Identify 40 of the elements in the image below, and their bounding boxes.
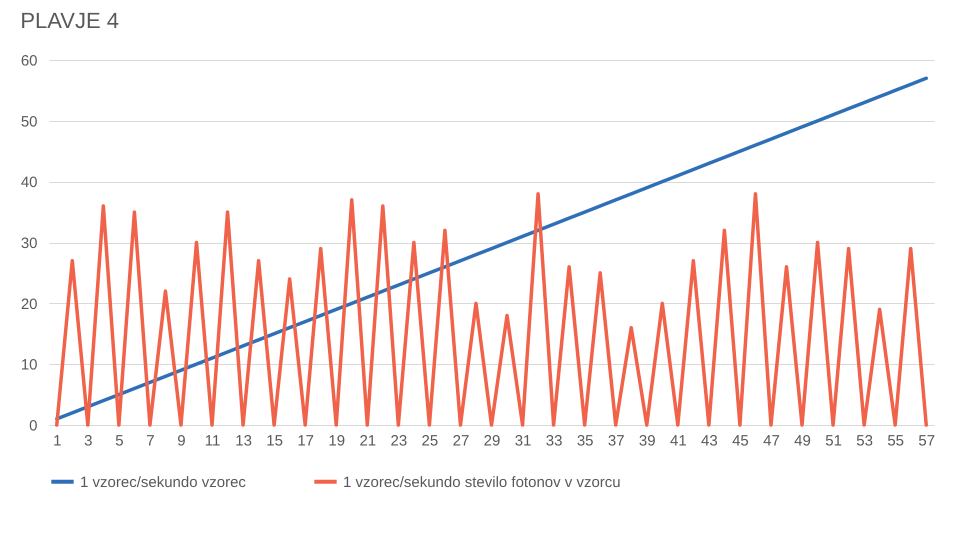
x-tick-label: 49 bbox=[794, 432, 811, 450]
x-tick-label: 39 bbox=[638, 432, 656, 450]
x-tick-label: 11 bbox=[204, 432, 220, 450]
x-tick-label: 45 bbox=[732, 432, 749, 450]
x-tick-label: 9 bbox=[177, 432, 186, 450]
x-tick-label: 7 bbox=[146, 432, 155, 450]
x-tick-label: 21 bbox=[359, 432, 376, 450]
x-tick-label: 29 bbox=[484, 432, 500, 450]
chart-title: PLAVJE 4 bbox=[20, 8, 119, 33]
x-tick-label: 3 bbox=[84, 432, 92, 450]
y-tick-label: 50 bbox=[20, 113, 38, 130]
x-tick-label: 51 bbox=[825, 432, 842, 450]
legend-label: 1 vzorec/sekundo stevilo fotonov v vzorcu bbox=[343, 474, 621, 491]
y-tick-label: 0 bbox=[29, 418, 38, 434]
x-tick-label: 27 bbox=[452, 432, 470, 450]
x-tick-label: 47 bbox=[763, 432, 780, 450]
line-series bbox=[55, 192, 928, 427]
x-tick-label: 5 bbox=[115, 432, 124, 450]
x-tick-label: 37 bbox=[608, 432, 625, 450]
x-tick-label: 15 bbox=[266, 432, 283, 450]
x-tick-label: 19 bbox=[328, 432, 346, 450]
x-tick-label: 23 bbox=[390, 432, 408, 450]
x-tick-label: 35 bbox=[576, 432, 594, 450]
x-tick-label: 1 bbox=[53, 432, 62, 450]
y-tick-label: 20 bbox=[20, 296, 38, 313]
y-tick-label: 30 bbox=[20, 235, 38, 252]
y-tick-label: 10 bbox=[20, 356, 38, 374]
x-tick-label: 41 bbox=[670, 432, 687, 450]
x-tick-label: 57 bbox=[918, 432, 936, 450]
y-tick-label: 60 bbox=[20, 52, 38, 70]
x-tick-label: 33 bbox=[546, 432, 562, 450]
x-tick-label: 53 bbox=[856, 432, 873, 450]
x-tick-label: 17 bbox=[297, 432, 314, 450]
x-tick-label: 25 bbox=[422, 432, 438, 450]
x-tick-label: 55 bbox=[887, 432, 904, 450]
y-tick-label: 40 bbox=[20, 174, 38, 192]
x-tick-label: 31 bbox=[514, 432, 532, 450]
x-tick-label: 43 bbox=[701, 432, 718, 450]
legend-label: 1 vzorec/sekundo vzorec bbox=[80, 474, 246, 491]
x-tick-label: 13 bbox=[235, 432, 252, 450]
